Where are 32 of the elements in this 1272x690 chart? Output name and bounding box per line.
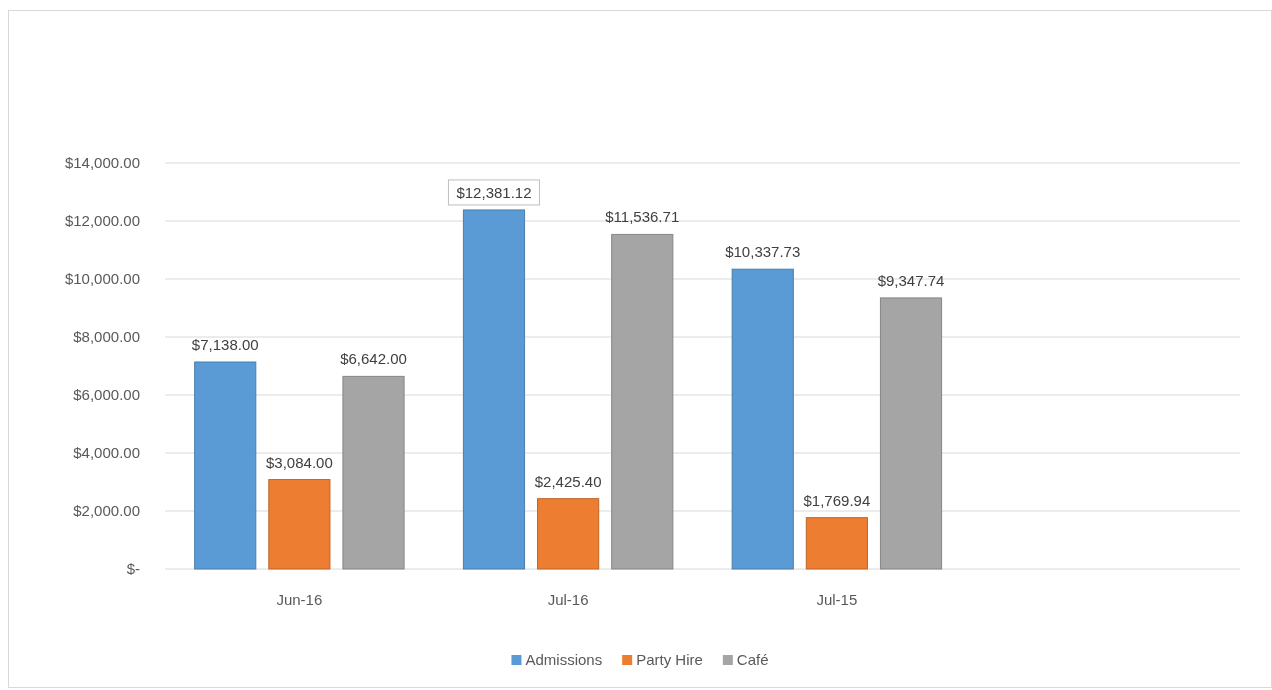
bar [462, 209, 526, 570]
legend-label: Café [736, 651, 769, 669]
data-label: $2,425.40 [534, 472, 602, 490]
bar [731, 268, 794, 570]
legend-label: Admissions [525, 651, 603, 669]
y-tick-label: $2,000.00 [73, 502, 140, 520]
y-tick-label: $12,000.00 [64, 212, 140, 230]
data-label: $7,138.00 [191, 336, 259, 353]
y-tick-label: $4,000.00 [73, 444, 140, 462]
data-label: $12,381.12 [456, 183, 532, 201]
x-tick-label: Jun-16 [276, 591, 323, 609]
data-label: $3,084.00 [266, 453, 333, 471]
bar [268, 479, 331, 570]
bar [194, 361, 257, 570]
y-tick-label: $10,000.00 [64, 270, 140, 288]
bar [342, 375, 405, 570]
data-label: $10,337.73 [725, 243, 801, 261]
x-tick-label: Jul-15 [816, 591, 858, 609]
y-tick-label: $14,000.00 [64, 154, 140, 172]
data-label: $9,347.74 [877, 271, 945, 289]
y-tick-label: $- [126, 560, 140, 578]
bar [537, 498, 600, 570]
data-label: $6,642.00 [340, 350, 407, 368]
bar [611, 233, 674, 570]
y-tick-label: $6,000.00 [73, 386, 140, 404]
data-label: $11,536.71 [605, 208, 680, 226]
x-tick-label: Jul-16 [547, 591, 589, 609]
data-label: $1,769.94 [803, 491, 871, 509]
bar [879, 297, 943, 570]
legend-label: Party Hire [636, 651, 703, 669]
bar [805, 517, 868, 570]
y-tick-label: $8,000.00 [73, 328, 140, 346]
